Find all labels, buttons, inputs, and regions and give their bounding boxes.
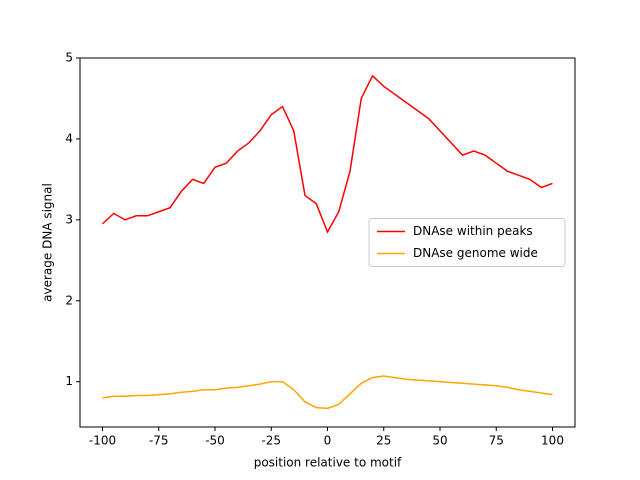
y-tick-label: 2 [65, 293, 73, 307]
x-tick-label: 100 [541, 434, 564, 448]
y-tick-label: 3 [65, 212, 73, 226]
series-line [101, 74, 553, 234]
y-tick-label: 4 [65, 131, 73, 145]
legend-label: DNAse genome wide [413, 246, 538, 260]
x-tick-label: -75 [149, 434, 169, 448]
series-line [102, 375, 553, 410]
x-tick-label: -25 [261, 434, 281, 448]
x-axis-label: position relative to motif [254, 456, 402, 470]
x-tick-label: -50 [205, 434, 225, 448]
legend-label: DNAse within peaks [413, 224, 533, 238]
y-tick-label: 1 [65, 374, 73, 388]
x-tick-label: 50 [432, 434, 447, 448]
x-tick-label: 25 [376, 434, 391, 448]
x-tick-label: 0 [324, 434, 332, 448]
y-axis-label: average DNA signal [41, 183, 55, 302]
y-tick-label: 5 [65, 51, 73, 65]
x-tick-label: 75 [489, 434, 504, 448]
x-tick-label: -100 [89, 434, 116, 448]
legend-box [368, 218, 566, 267]
